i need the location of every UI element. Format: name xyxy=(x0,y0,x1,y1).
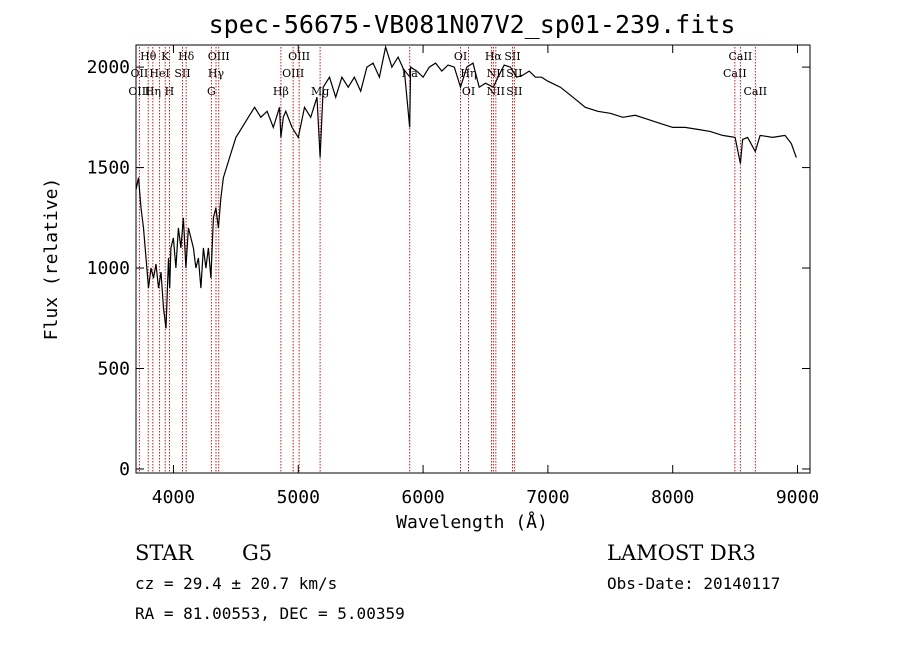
line-label: Mg xyxy=(311,85,329,98)
line-label: CaII xyxy=(723,67,747,80)
line-label: K xyxy=(161,50,170,63)
line-label: OIII xyxy=(282,67,304,80)
line-label: NII xyxy=(487,67,505,80)
line-label: CaII xyxy=(729,50,753,63)
spectrum-line xyxy=(135,44,797,329)
y-tick-label: 500 xyxy=(97,359,130,380)
line-label: SII xyxy=(504,50,520,63)
line-label: OIII xyxy=(288,50,310,63)
line-markers xyxy=(138,47,756,473)
line-label: SII xyxy=(506,85,522,98)
line-label: NII xyxy=(487,85,505,98)
chart-title: spec-56675-VB081N07V2_sp01-239.fits xyxy=(209,10,736,39)
x-tick-label: 9000 xyxy=(776,487,819,508)
line-label: OI xyxy=(454,50,467,63)
line-label: HeI xyxy=(149,67,169,80)
x-tick-label: 4000 xyxy=(152,487,195,508)
line-label: Hθ xyxy=(140,50,157,63)
x-axis-label: Wavelength (Å) xyxy=(396,511,548,533)
line-label: SII xyxy=(174,67,190,80)
x-axis-ticks: 4000 5000 6000 7000 8000 9000 xyxy=(152,45,819,508)
x-tick-label: 6000 xyxy=(401,487,444,508)
line-label: OII xyxy=(131,67,149,80)
line-label: Hγ xyxy=(208,67,225,80)
x-tick-label: 8000 xyxy=(651,487,694,508)
y-axis-ticks: 0 500 1000 1500 2000 xyxy=(87,57,810,480)
line-label: G xyxy=(207,85,216,98)
line-label: CaII xyxy=(743,85,767,98)
y-axis-label: Flux (relative) xyxy=(41,178,62,341)
y-tick-label: 1000 xyxy=(87,258,130,279)
coordinates-text: RA = 81.00553, DEC = 5.00359 xyxy=(135,604,405,623)
line-label: OI xyxy=(462,85,475,98)
redshift-text: cz = 29.4 ± 20.7 km/s xyxy=(135,574,337,593)
line-label: Hη xyxy=(460,67,476,80)
x-tick-label: 7000 xyxy=(526,487,569,508)
plot-frame xyxy=(135,44,811,474)
y-tick-label: 1500 xyxy=(87,158,130,179)
obs-date-text: Obs-Date: 20140117 xyxy=(607,574,780,593)
line-label: Hα xyxy=(485,50,503,63)
line-label: Hη xyxy=(145,85,161,98)
y-tick-label: 2000 xyxy=(87,57,130,78)
class-label: STAR xyxy=(135,541,194,565)
line-label: Hβ xyxy=(273,85,289,98)
x-tick-label: 5000 xyxy=(277,487,320,508)
line-label: OIII xyxy=(208,50,230,63)
line-label: H xyxy=(165,85,175,98)
line-label: Hδ xyxy=(178,50,195,63)
line-label: OIII xyxy=(128,85,150,98)
y-tick-label: 0 xyxy=(119,459,130,480)
subclass-label: G5 xyxy=(242,541,272,565)
survey-label: LAMOST DR3 xyxy=(607,541,756,565)
